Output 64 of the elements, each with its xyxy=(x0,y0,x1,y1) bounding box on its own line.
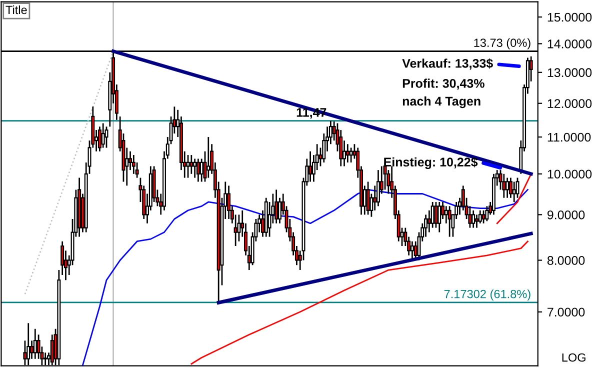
candlestick xyxy=(506,177,510,199)
candlestick xyxy=(516,177,520,199)
annotation: nach 4 Tagen xyxy=(402,96,480,108)
candlestick xyxy=(30,340,34,360)
y-tick-label: 10.0000 xyxy=(548,170,592,179)
ref-line-label: 13.73 (0%) xyxy=(474,38,530,50)
candlestick xyxy=(342,140,346,167)
candlestick xyxy=(278,197,282,224)
candlestick xyxy=(60,240,64,276)
y-tick-label: 9.0000 xyxy=(547,210,585,220)
candlestick xyxy=(508,177,512,199)
candlestick xyxy=(227,184,231,220)
candlestick xyxy=(132,154,136,175)
candlestick xyxy=(200,158,204,182)
y-tick-label: 14.0000 xyxy=(548,40,592,48)
candlestick xyxy=(512,181,516,203)
y-tick-label: 7.0000 xyxy=(548,308,585,317)
candlestick xyxy=(424,214,428,238)
ref-line-label: 7.17302 (61.8%) xyxy=(444,290,530,301)
y-tick-label: 11.0000 xyxy=(548,132,591,142)
candlestick xyxy=(444,205,448,224)
candlestick xyxy=(190,154,194,175)
candlestick xyxy=(274,189,278,224)
candlestick xyxy=(386,169,390,194)
candlestick xyxy=(438,201,442,233)
y-tick-label: 15.0000 xyxy=(548,12,592,22)
candlestick xyxy=(472,210,476,228)
annotation: Verkauf: 13,33$ xyxy=(402,58,493,70)
candlestick xyxy=(485,205,489,222)
y-tick-label: 12.0000 xyxy=(548,99,592,108)
annotation: Title xyxy=(6,5,27,14)
annotation: 11,47 xyxy=(296,108,326,119)
candlestick xyxy=(373,184,377,212)
candlestick xyxy=(448,205,452,238)
candlestick xyxy=(427,210,431,233)
candlestick xyxy=(441,201,445,220)
line-series xyxy=(82,189,528,366)
candlestick xyxy=(101,122,105,148)
y-tick-label: 13.0000 xyxy=(548,68,592,78)
candlestick xyxy=(186,154,190,178)
candlestick xyxy=(308,150,312,182)
candlestick xyxy=(104,126,108,148)
y-tick-label: 8.0000 xyxy=(547,256,585,265)
candlestick xyxy=(128,150,132,171)
candlestick xyxy=(346,143,350,164)
candlestick xyxy=(502,173,506,199)
candlestick xyxy=(376,169,380,207)
candlestick xyxy=(434,201,438,228)
candlestick xyxy=(33,328,37,360)
candlestick xyxy=(193,158,197,178)
candlestick xyxy=(366,181,370,216)
annotation: Profit: 30,43% xyxy=(402,78,484,90)
candlestick xyxy=(478,210,482,224)
candlestick xyxy=(206,136,210,178)
candlestick xyxy=(482,210,486,224)
candlestick xyxy=(474,214,478,228)
candlestick xyxy=(98,126,102,152)
annotation: Einstieg: 10,22$ xyxy=(384,157,478,170)
candlestick xyxy=(410,240,414,261)
candlestick xyxy=(196,158,200,182)
line-series xyxy=(190,240,528,365)
candlestick xyxy=(234,214,238,247)
candlestick xyxy=(237,214,241,242)
text: LOG xyxy=(562,353,586,362)
